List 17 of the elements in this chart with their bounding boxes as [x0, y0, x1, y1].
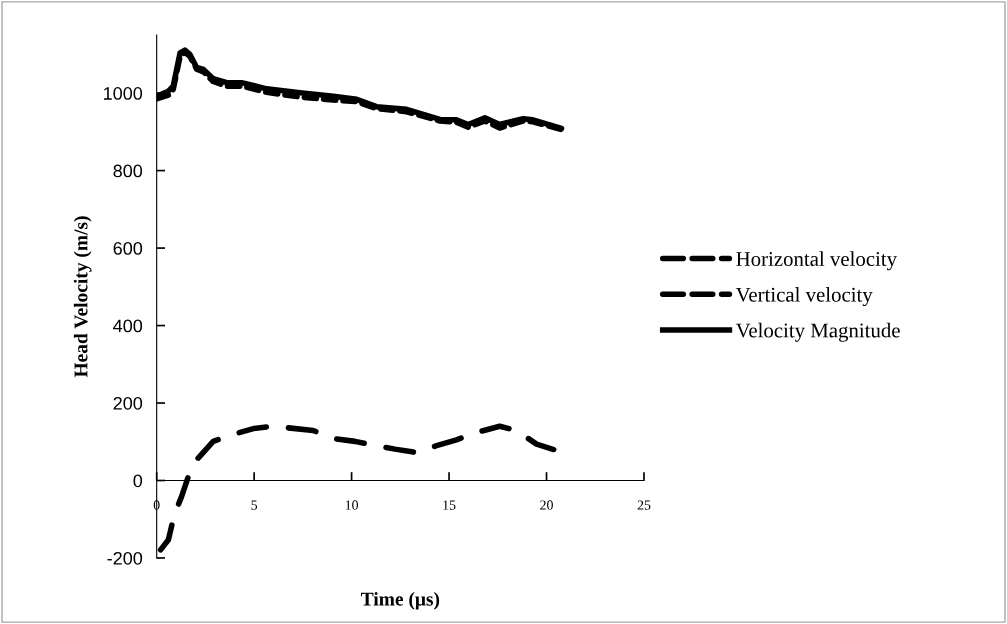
y-tick-label: 600 — [113, 242, 143, 255]
y-tick-label: 200 — [113, 396, 143, 410]
x-tick-label: 15 — [443, 500, 456, 510]
x-tick-label: 25 — [637, 500, 651, 510]
x-tick-label: 20 — [540, 500, 553, 510]
y-tick-label: 1000 — [104, 87, 143, 100]
legend-label: Horizontal velocity — [736, 251, 897, 271]
y-tick-label: 400 — [113, 319, 143, 333]
y-axis-title: Head Velocity (m/s) — [73, 216, 92, 378]
y-tick-label: -200 — [107, 551, 143, 565]
y-tick-label: 800 — [113, 164, 143, 178]
x-tick-label: 5 — [251, 500, 258, 510]
y-tick-label: 0 — [133, 474, 143, 488]
legend-label: Velocity Magnitude — [735, 322, 900, 342]
x-axis-title: Time (μs) — [361, 591, 440, 610]
legend-label: Vertical velocity — [735, 287, 873, 307]
x-tick-label: 10 — [345, 500, 359, 510]
